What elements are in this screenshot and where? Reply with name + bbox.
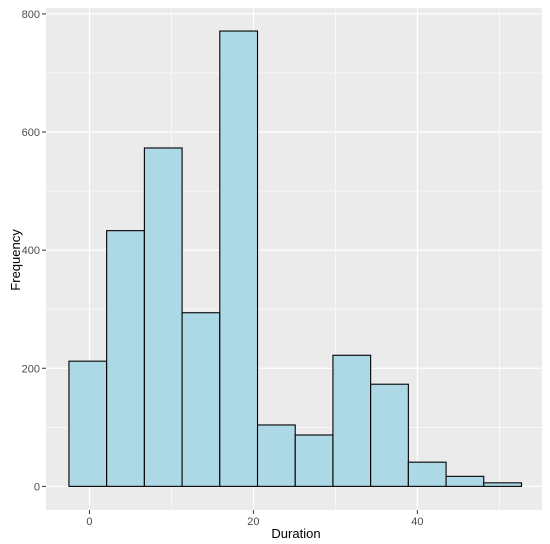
y-tick-label: 200 <box>22 363 40 375</box>
histogram-bar <box>143 147 183 487</box>
y-tick-label: 800 <box>22 9 40 21</box>
y-tick-label: 0 <box>34 481 40 493</box>
histogram-bar <box>483 482 523 487</box>
histogram-bars <box>68 30 523 487</box>
x-axis-title: Duration <box>271 526 320 541</box>
y-tick-label: 400 <box>22 245 40 257</box>
x-tick-label: 40 <box>411 516 423 528</box>
histogram-bar <box>294 434 334 487</box>
histogram-bar <box>445 475 485 487</box>
histogram-bar <box>256 424 296 487</box>
histogram-bar <box>219 30 259 487</box>
histogram-bar <box>332 354 372 487</box>
histogram-bar <box>370 383 409 487</box>
histogram-bar <box>181 312 221 487</box>
x-tick-label: 0 <box>86 516 92 528</box>
axis-ticks <box>42 13 418 514</box>
x-tick-label: 20 <box>247 516 259 528</box>
histogram-bar <box>106 230 145 487</box>
y-tick-label: 600 <box>22 127 40 139</box>
y-axis-title: Frequency <box>8 229 23 291</box>
histogram-bar <box>68 360 108 487</box>
histogram-bar <box>407 461 447 487</box>
